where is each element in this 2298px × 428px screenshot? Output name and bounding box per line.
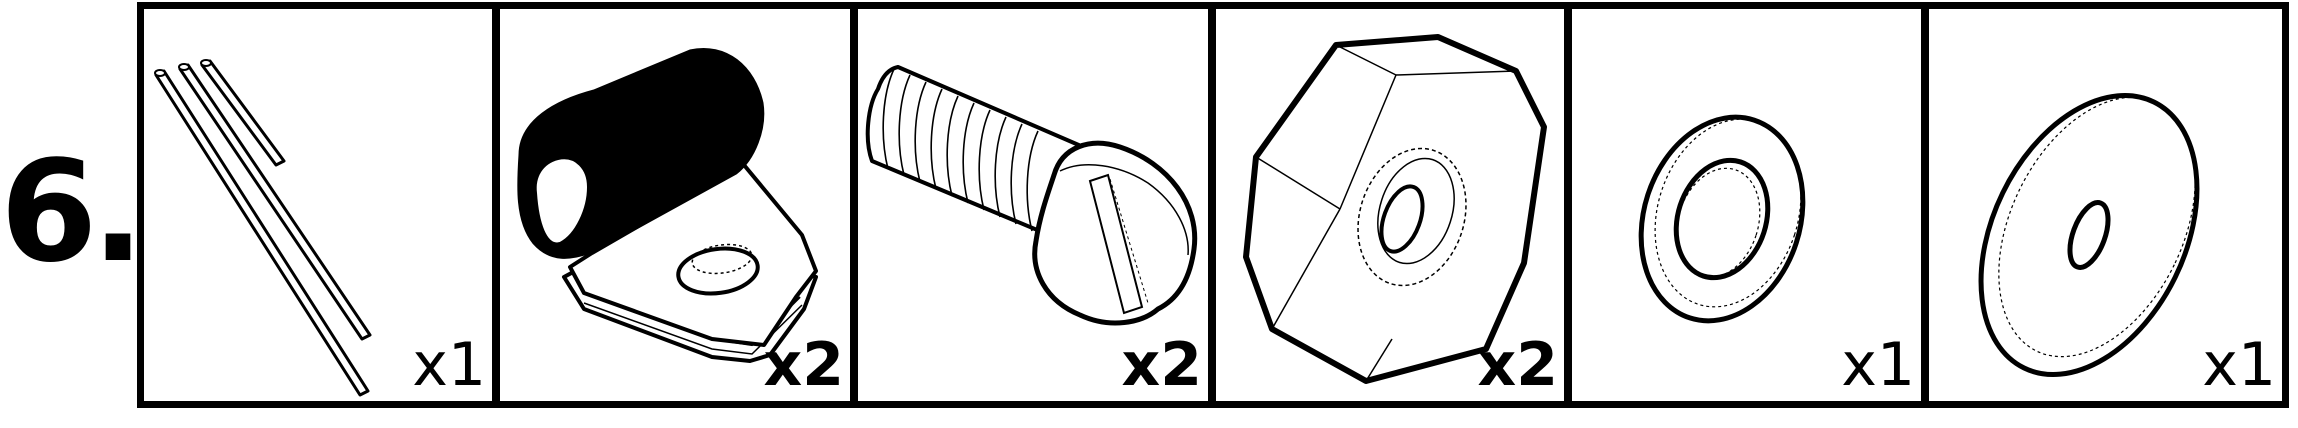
quantity-label: x1: [412, 330, 486, 400]
step-number: 6.: [0, 131, 145, 294]
large-washer-icon: [1978, 92, 2200, 378]
cable-clamp-icon: [517, 48, 818, 363]
screw-icon: [865, 65, 1198, 326]
part-panel-hex-nut: x2: [1209, 2, 1571, 408]
part-panel-large-washer: x1: [1922, 2, 2289, 408]
quantity-label: x1: [2202, 330, 2276, 400]
hex-nut-icon: [1243, 34, 1547, 384]
part-panel-washer: x1: [1565, 2, 1928, 408]
quantity-label: x2: [763, 330, 844, 400]
quantity-label: x2: [1477, 330, 1558, 400]
rod-icon: [154, 59, 372, 397]
quantity-label: x2: [1121, 330, 1202, 400]
part-panel-screw: x2: [851, 2, 1215, 408]
part-panel-cable-clamp: x2: [493, 2, 857, 408]
washer-icon: [1638, 114, 1806, 324]
part-panel-rods: x1: [137, 2, 499, 408]
quantity-label: x1: [1841, 330, 1915, 400]
